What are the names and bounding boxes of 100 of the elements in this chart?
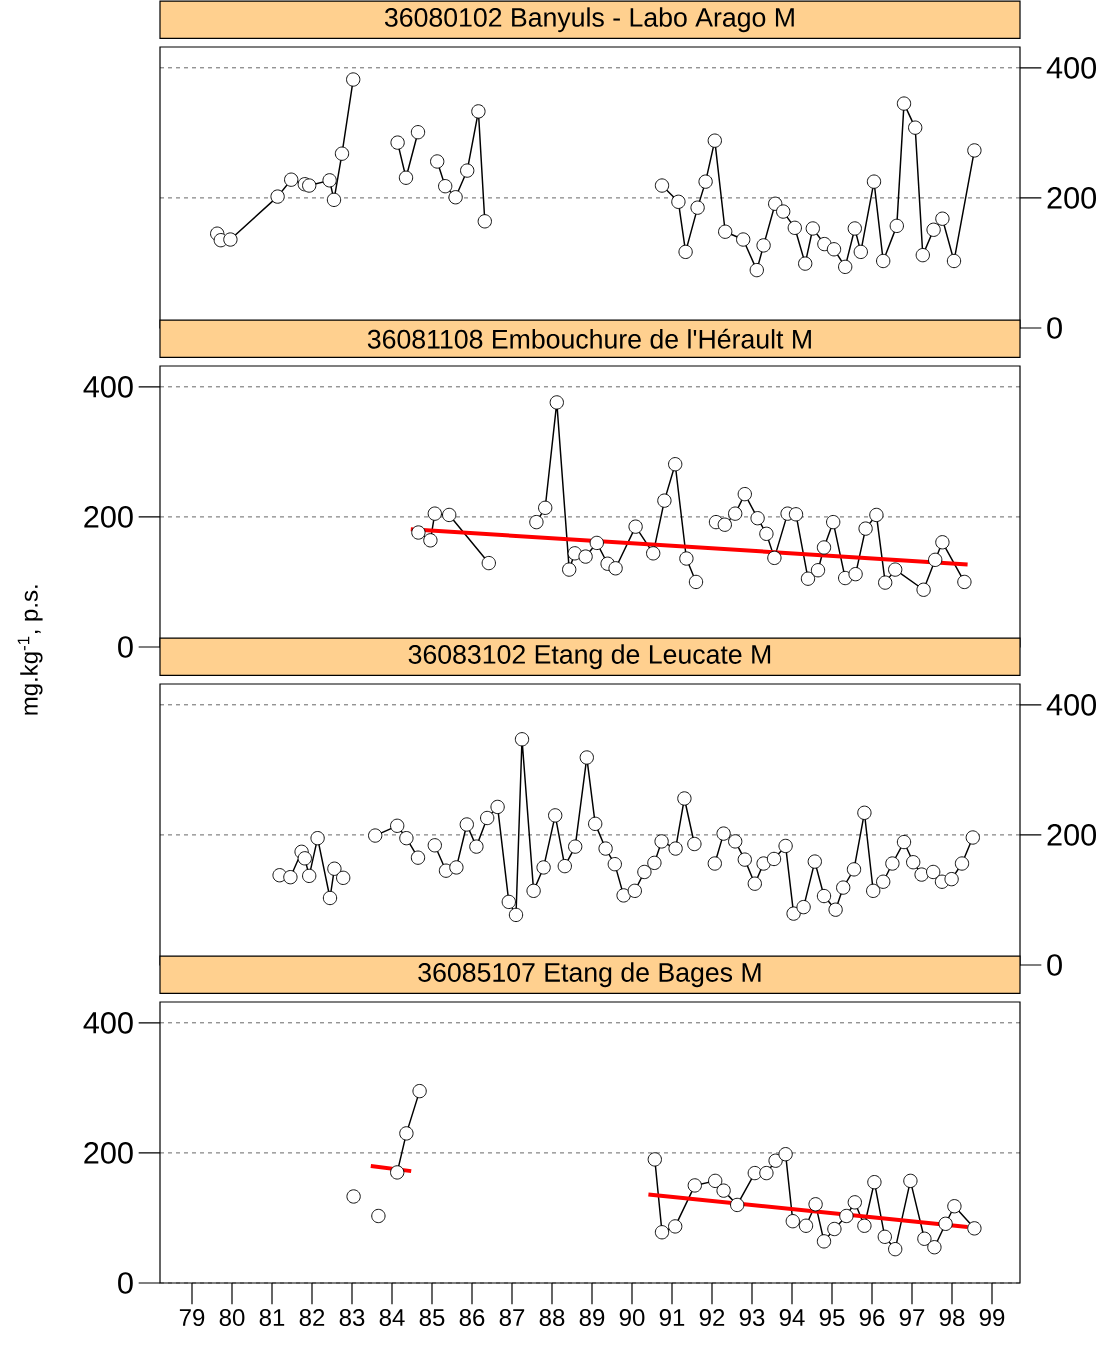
point	[647, 1152, 662, 1167]
x-tick-label: 97	[899, 1309, 925, 1327]
point	[707, 133, 722, 148]
y2-tick-label: 200	[1047, 187, 1097, 209]
point	[916, 582, 931, 597]
point	[589, 535, 604, 551]
point	[549, 395, 564, 410]
point	[768, 1153, 783, 1168]
point	[888, 1242, 903, 1257]
point	[471, 104, 486, 119]
point	[838, 259, 853, 274]
point	[759, 1165, 774, 1181]
point	[678, 244, 693, 260]
point	[967, 1221, 982, 1236]
point	[858, 521, 873, 536]
point	[538, 500, 553, 515]
y2-tick-label: 0	[1047, 317, 1062, 339]
point	[708, 1173, 723, 1189]
point	[427, 506, 442, 521]
point	[668, 1219, 683, 1234]
x-tick-label: 80	[219, 1309, 245, 1327]
point	[654, 178, 670, 193]
point	[847, 221, 862, 236]
point	[876, 253, 891, 269]
point	[448, 190, 463, 205]
point	[430, 154, 445, 169]
x-tick-label: 83	[339, 1309, 365, 1327]
point	[756, 238, 771, 253]
point	[848, 567, 863, 582]
point	[788, 507, 804, 522]
x-tick-label: 82	[299, 1309, 325, 1327]
point	[390, 135, 405, 150]
y2-tick-label: 400	[1046, 56, 1097, 79]
point	[787, 220, 802, 235]
point	[628, 519, 643, 534]
point	[671, 194, 686, 209]
point	[967, 143, 982, 158]
point	[460, 163, 475, 178]
point	[946, 253, 962, 269]
x-tick-label: 90	[619, 1309, 645, 1327]
point	[412, 1083, 427, 1099]
point	[866, 174, 882, 189]
y2-tick-label: 200	[1047, 824, 1097, 846]
point	[730, 1197, 745, 1213]
x-tick-label: 91	[659, 1309, 685, 1327]
point	[888, 562, 903, 577]
y2-tick-label: 400	[1046, 693, 1097, 716]
point	[938, 1216, 953, 1231]
point	[477, 214, 492, 229]
point	[398, 170, 414, 185]
point	[668, 457, 683, 472]
point	[805, 221, 820, 236]
x-tick-label: 96	[859, 1309, 885, 1327]
point	[223, 232, 238, 247]
chart-title: 36083102 Etang de Leucate M	[408, 644, 771, 670]
x-tick-label: 98	[939, 1309, 965, 1327]
x-tick-label: 85	[419, 1309, 445, 1327]
point	[917, 1231, 932, 1246]
point	[826, 242, 842, 257]
point	[847, 1195, 862, 1210]
point	[562, 562, 577, 577]
point	[750, 511, 765, 526]
x-tick-label: 84	[379, 1309, 405, 1327]
point	[957, 574, 972, 590]
point	[438, 179, 453, 194]
x-tick-label: 92	[699, 1309, 725, 1327]
point	[926, 222, 941, 237]
x-tick-label: 95	[819, 1309, 845, 1327]
point	[785, 1214, 800, 1229]
point	[857, 1218, 872, 1233]
point	[322, 173, 337, 188]
point	[878, 575, 893, 590]
point	[698, 174, 713, 189]
y-tick-label: 400	[83, 375, 133, 398]
point	[690, 200, 705, 215]
x-tick-label: 79	[179, 1309, 205, 1327]
point	[737, 487, 752, 502]
point	[270, 189, 285, 204]
y-tick-label: 0	[118, 1272, 133, 1294]
point	[717, 517, 732, 532]
x-tick-label: 89	[579, 1309, 605, 1327]
point	[947, 1199, 962, 1214]
point	[816, 540, 832, 555]
point	[776, 204, 791, 219]
point	[716, 1183, 731, 1198]
point	[927, 1240, 942, 1255]
point	[827, 1221, 842, 1237]
point	[608, 561, 623, 576]
point	[798, 256, 813, 271]
point	[759, 526, 774, 541]
x-tick-label: 99	[979, 1309, 1005, 1327]
point	[816, 1234, 832, 1249]
point	[411, 525, 426, 540]
point	[808, 1197, 823, 1212]
x-tick-label: 86	[459, 1309, 485, 1327]
point	[867, 1175, 882, 1190]
point	[442, 507, 457, 523]
point	[869, 507, 884, 523]
point	[798, 1218, 814, 1233]
point	[915, 248, 930, 263]
